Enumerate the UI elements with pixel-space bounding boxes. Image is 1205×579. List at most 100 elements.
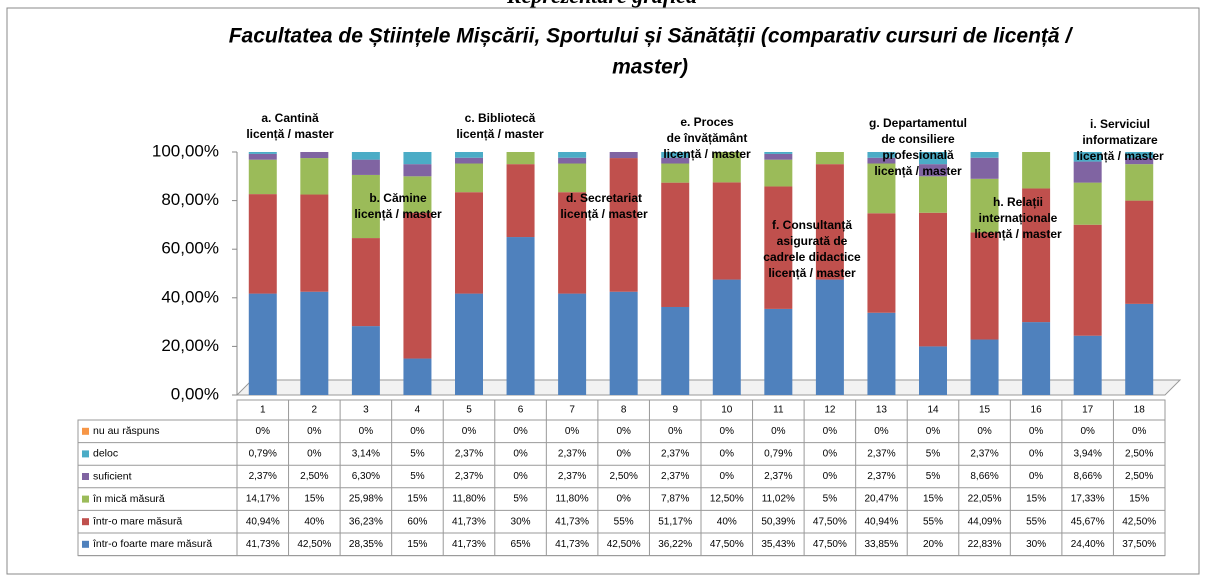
table-value: 8,66% (970, 471, 998, 482)
table-value: 55% (614, 516, 634, 527)
y-tick-label: 80,00% (161, 190, 219, 209)
bar-segment (558, 157, 587, 164)
table-value: 17,33% (1071, 494, 1105, 505)
bar-segment (248, 194, 277, 294)
table-value: 41,73% (452, 516, 486, 527)
table-value: 42,50% (1122, 516, 1156, 527)
bar-segment (661, 163, 690, 183)
bar-segment (1125, 164, 1154, 201)
annotation: licență / master (560, 207, 648, 221)
table-value: 0% (668, 426, 683, 437)
bar-segment (455, 293, 483, 395)
table-value: 0% (977, 426, 992, 437)
bar-segment (970, 232, 999, 340)
bar-segment (661, 306, 690, 395)
annotation: de învățământ (667, 131, 748, 145)
legend-label: într-o mare măsură (92, 515, 182, 527)
bar-segment (764, 159, 793, 187)
table-value: 25,98% (349, 494, 383, 505)
table-value: 2,37% (867, 449, 895, 460)
table-value: 11,02% (762, 494, 795, 505)
bar-segment (661, 152, 690, 158)
bar-segment (506, 152, 535, 165)
bar-segment (764, 152, 793, 154)
bar-segment (661, 157, 690, 164)
table-value: 50,39% (761, 516, 795, 527)
annotation: profesională (882, 148, 954, 162)
bar-segment (300, 158, 329, 195)
bar-segment (867, 157, 896, 164)
table-value: 0% (720, 449, 735, 460)
table-value: 0% (307, 426, 322, 437)
table-value: 5% (926, 471, 941, 482)
table-value: 44,09% (968, 516, 1002, 527)
bar-segment (455, 192, 483, 294)
table-value: 15% (304, 494, 324, 505)
table-value: 0% (513, 471, 528, 482)
table-value: 2,50% (1125, 449, 1153, 460)
table-value: 51,17% (658, 516, 692, 527)
x-tick-label: 2 (312, 405, 318, 416)
table-value: 0% (256, 426, 271, 437)
bar-segment (1125, 158, 1154, 165)
annotation: b. Cămine (369, 191, 427, 205)
x-tick-label: 16 (1031, 405, 1043, 416)
annotation: licență / master (354, 207, 442, 221)
table-value: 0% (1029, 471, 1044, 482)
y-tick-label: 60,00% (161, 239, 219, 258)
bar-segment (867, 152, 896, 158)
legend-swatch (82, 518, 89, 526)
bar-segment (867, 312, 896, 395)
annotation: de consiliere (881, 132, 955, 146)
bar-segment (300, 291, 329, 395)
table-value: 15% (1129, 494, 1149, 505)
annotation: licență / master (768, 266, 856, 280)
table-value: 0% (462, 426, 477, 437)
bar-segment (1125, 152, 1154, 159)
x-tick-label: 11 (773, 405, 784, 416)
table-value: 40% (304, 516, 324, 527)
bar-segment (1125, 303, 1154, 395)
table-value: 3,14% (352, 449, 380, 460)
table-value: 42,50% (297, 539, 331, 550)
table-value: 55% (923, 516, 943, 527)
bar-segment (815, 152, 844, 165)
bar-segment (351, 152, 380, 160)
table-value: 5% (823, 494, 838, 505)
bar-segment (867, 163, 896, 214)
bar-segment (403, 152, 432, 165)
table-value: 28,35% (349, 539, 383, 550)
bar-segment (1022, 152, 1051, 189)
table-value: 0% (565, 426, 580, 437)
bar-segment (1073, 182, 1102, 225)
legend-swatch (82, 495, 89, 503)
bar-segment (558, 192, 587, 294)
legend-label: suficient (93, 470, 132, 482)
table-value: 0% (513, 426, 528, 437)
table-value: 14,17% (246, 494, 280, 505)
table-value: 0% (1080, 426, 1095, 437)
bar-segment (351, 174, 380, 239)
y-tick-label: 20,00% (161, 336, 219, 355)
bar-segment (351, 326, 380, 395)
bar-segment (970, 339, 999, 395)
bar-segment (248, 293, 277, 395)
table-value: 0% (410, 426, 425, 437)
bar-segment (919, 212, 947, 347)
bar-segment (970, 152, 999, 158)
table-value: 35,43% (761, 539, 795, 550)
table-value: 0% (823, 426, 838, 437)
bar-segment (661, 182, 690, 307)
bar-segment (970, 157, 999, 179)
bar-segment (506, 237, 535, 395)
table-value: 42,50% (607, 539, 641, 550)
bar-segment (403, 212, 432, 359)
table-value: 24,40% (1071, 539, 1105, 550)
table-value: 0% (359, 426, 374, 437)
annotation: d. Secretariat (566, 191, 642, 205)
table-value: 0% (823, 471, 838, 482)
bar-segment (919, 346, 947, 395)
table-value: 8,66% (1073, 471, 1101, 482)
table-value: 0% (1029, 426, 1044, 437)
table-value: 11,80% (452, 494, 485, 505)
